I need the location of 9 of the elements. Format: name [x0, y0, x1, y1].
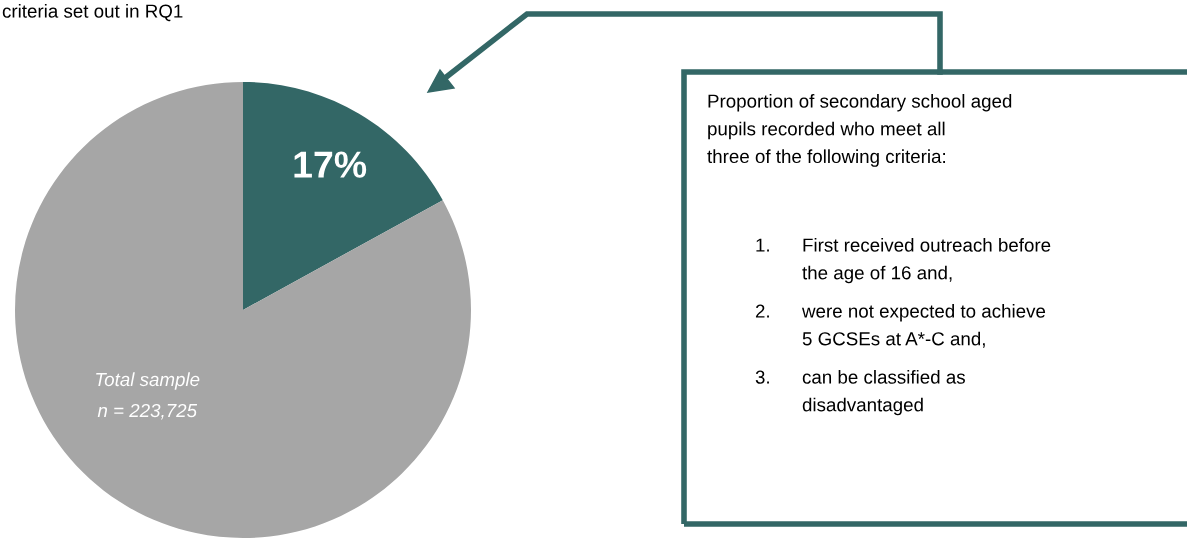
text: 2. were not expected to achieve 5 GCSEs at A*-C and, — [755, 304, 1046, 348]
text: Proportion of secondary school aged pupils recorded who meet all three of the following criteria: — [707, 94, 1012, 167]
data-label: 17% — [294, 151, 367, 178]
text: 3. can be classified as disadvantaged — [755, 370, 965, 416]
text: 1. First received outreach before the age of 16 and, — [756, 238, 1051, 284]
text: criteria set out in RQ1 — [2, 4, 183, 22]
pie-slice — [15, 82, 471, 538]
text: Total sample n = 223,725 — [96, 372, 200, 420]
pie-slice — [243, 82, 443, 310]
